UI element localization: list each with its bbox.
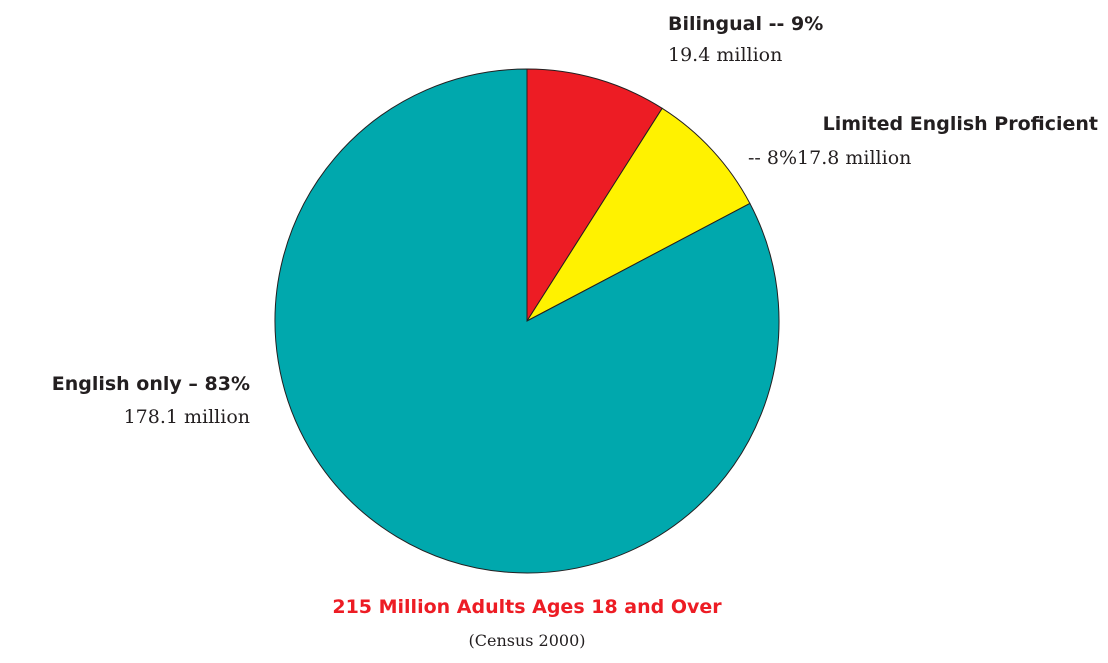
slice-label-bilingual: Bilingual -- 9% <box>668 13 823 35</box>
pie-slice-limited-english-proficient <box>525 107 751 323</box>
slice-percent-bilingual: -- 9% <box>769 13 824 35</box>
slice-percent-english-only: – 83% <box>188 373 250 395</box>
chart-caption: 215 Million Adults Ages 18 and Over <box>332 596 722 618</box>
slice-count-lep: 17.8 million <box>797 147 911 169</box>
slice-name-lep: Limited English Proficient <box>823 113 1098 135</box>
slice-name-bilingual: Bilingual <box>668 13 762 35</box>
slice-label-english-only: English only – 83% <box>52 373 250 395</box>
slice-percent-lep: -- 8% <box>748 147 797 169</box>
slice-count-english-only: 178.1 million <box>124 406 250 428</box>
slice-count-bilingual: 19.4 million <box>668 44 782 66</box>
pie-slice-english-only <box>274 68 780 574</box>
pie-slice-bilingual <box>526 68 663 323</box>
slice-name-english-only: English only <box>52 373 183 395</box>
pie-slices <box>274 68 780 574</box>
chart-source: (Census 2000) <box>468 631 585 650</box>
slice-label-lep-values: -- 8%17.8 million <box>748 147 911 169</box>
